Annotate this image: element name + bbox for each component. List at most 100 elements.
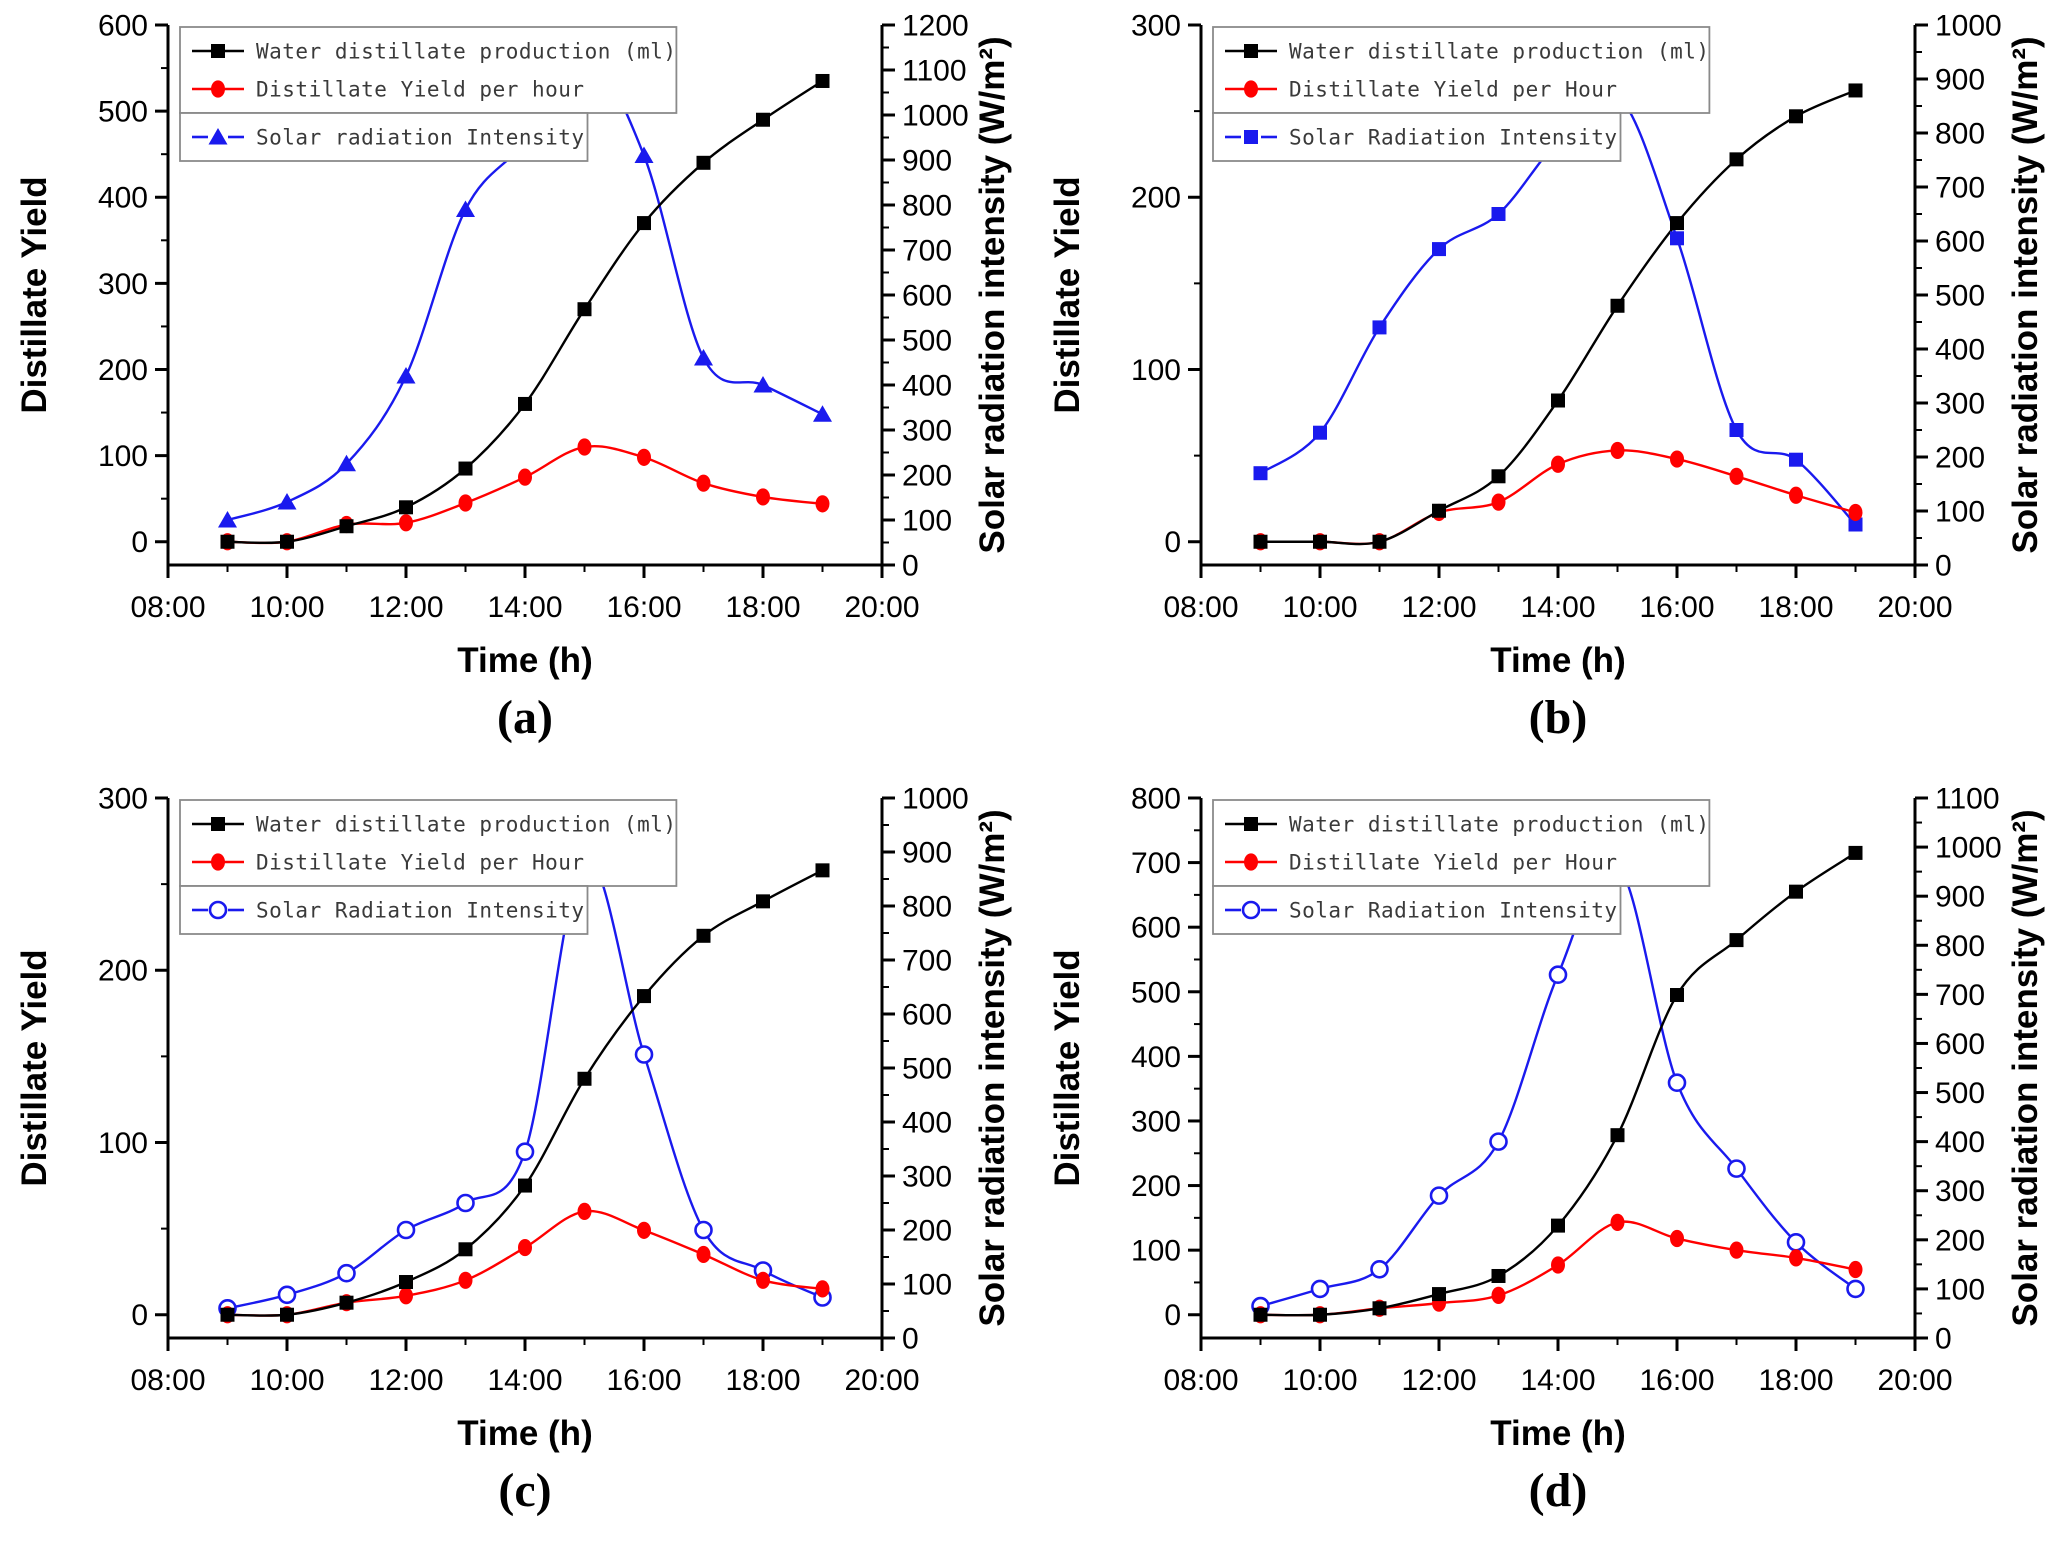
legend-marker bbox=[211, 853, 225, 871]
data-point bbox=[399, 1287, 413, 1305]
x-axis-tick-label: 12:00 bbox=[368, 591, 443, 624]
legend-marker bbox=[211, 817, 225, 831]
right-axis-tick-label: 1100 bbox=[1935, 783, 2000, 816]
left-axis-title: Distillate Yield bbox=[15, 949, 54, 1186]
legend-box-1 bbox=[179, 799, 678, 887]
left-axis-tick-label: 300 bbox=[98, 783, 148, 816]
legend-marker bbox=[211, 44, 225, 58]
data-point bbox=[515, 1142, 535, 1162]
right-axis-tick-label: 100 bbox=[1935, 1273, 1985, 1306]
data-point bbox=[1313, 425, 1327, 440]
legend-box-1 bbox=[1212, 799, 1711, 887]
data-point bbox=[1846, 1279, 1865, 1299]
legend-label: Distillate Yield per hour bbox=[256, 77, 585, 101]
right-axis-tick-label: 100 bbox=[902, 1269, 952, 1302]
x-axis-tick-label: 20:00 bbox=[844, 1364, 919, 1397]
right-axis-tick-label: 700 bbox=[902, 945, 952, 978]
x-axis-tick-label: 10:00 bbox=[1282, 1364, 1357, 1397]
panel-b: 0 100 200 300 0 100 200 300 400 500 600 700 800 900 10… bbox=[1033, 0, 2066, 773]
x-axis-tick-label: 16:00 bbox=[1639, 591, 1714, 624]
right-axis-tick-label: 700 bbox=[902, 235, 952, 268]
legend-label: Water distillate production (ml) bbox=[1289, 812, 1710, 836]
legend-label: Solar Radiation Intensity bbox=[256, 898, 585, 922]
left-axis-tick-label: 500 bbox=[1131, 976, 1181, 1009]
right-axis-tick-label: 800 bbox=[1935, 118, 1985, 151]
data-point bbox=[1370, 1259, 1389, 1279]
left-axis-tick-label: 200 bbox=[1131, 1170, 1181, 1203]
left-axis-tick-label: 0 bbox=[1164, 526, 1181, 559]
right-axis-tick-label: 500 bbox=[902, 1053, 952, 1086]
panel-d-chart: 0 100 200 300 400 500 600 700 800 0 100 200 300 400 50… bbox=[1033, 773, 2066, 1546]
panel-a: 0 100 200 300 400 500 600 0 100 200 300 400 500 600 70… bbox=[0, 0, 1033, 773]
data-point bbox=[399, 1275, 413, 1290]
x-axis-title: Time (h) bbox=[1490, 641, 1625, 680]
left-axis-tick-label: 300 bbox=[98, 268, 148, 301]
right-axis-tick-label: 800 bbox=[1935, 930, 1985, 963]
x-axis-tick-label: 18:00 bbox=[725, 591, 800, 624]
x-axis-tick-label: 10:00 bbox=[249, 591, 324, 624]
data-point bbox=[1372, 320, 1387, 335]
legend-label: Solar Radiation Intensity bbox=[1289, 898, 1618, 922]
data-point bbox=[1786, 1232, 1806, 1252]
data-point bbox=[1551, 1256, 1565, 1274]
right-axis-tick-label: 700 bbox=[1935, 172, 1985, 205]
right-axis-tick-label: 300 bbox=[1935, 388, 1985, 421]
data-point bbox=[756, 1271, 770, 1289]
left-axis-tick-label: 200 bbox=[98, 354, 148, 387]
x-axis-tick-label: 16:00 bbox=[606, 591, 681, 624]
right-axis-tick-label: 300 bbox=[902, 415, 952, 448]
data-point bbox=[1729, 423, 1744, 437]
data-point bbox=[694, 349, 713, 366]
left-axis-tick-label: 0 bbox=[131, 1299, 148, 1332]
data-point bbox=[753, 376, 773, 393]
right-axis-tick-label: 1100 bbox=[902, 55, 967, 88]
left-axis-tick-label: 500 bbox=[98, 96, 148, 129]
data-point bbox=[280, 534, 294, 549]
panel-letter: (a) bbox=[497, 691, 553, 744]
left-axis-title: Distillate Yield bbox=[1048, 176, 1087, 413]
data-point bbox=[277, 1285, 297, 1305]
right-axis-title: Solar radiation intensity (W/m²) bbox=[2006, 809, 2045, 1326]
data-point bbox=[1253, 466, 1268, 481]
left-axis-title: Distillate Yield bbox=[1048, 949, 1087, 1186]
data-point bbox=[339, 519, 354, 534]
left-axis-tick-label: 0 bbox=[1164, 1299, 1181, 1332]
right-axis-tick-label: 200 bbox=[902, 1215, 952, 1248]
data-point bbox=[1729, 152, 1744, 167]
data-point bbox=[634, 1045, 654, 1064]
x-axis-title: Time (h) bbox=[457, 1414, 592, 1453]
data-point bbox=[694, 1220, 713, 1240]
data-point bbox=[1848, 845, 1863, 860]
legend-box-2 bbox=[179, 885, 589, 935]
data-point bbox=[1491, 1268, 1506, 1283]
data-point bbox=[1670, 1229, 1684, 1248]
legend-marker bbox=[1244, 130, 1258, 144]
x-axis-title: Time (h) bbox=[457, 641, 592, 680]
data-point bbox=[696, 155, 711, 170]
data-point bbox=[1610, 1213, 1625, 1231]
data-point bbox=[1432, 1287, 1446, 1302]
left-axis-tick-label: 0 bbox=[131, 526, 148, 559]
data-point bbox=[756, 112, 770, 127]
x-axis-tick-label: 14:00 bbox=[1520, 1364, 1595, 1397]
data-point bbox=[1372, 1301, 1387, 1316]
right-axis-tick-label: 400 bbox=[1935, 334, 1985, 367]
x-axis-tick-label: 16:00 bbox=[1639, 1364, 1714, 1397]
legend-label: Water distillate production (ml) bbox=[1289, 39, 1710, 63]
data-point bbox=[634, 146, 654, 163]
legend-marker bbox=[211, 80, 225, 98]
left-axis-tick-label: 300 bbox=[1131, 1105, 1181, 1138]
left-axis-tick-label: 600 bbox=[98, 10, 148, 43]
right-axis-title: Solar radiation intensity (W/m²) bbox=[2006, 36, 2045, 553]
legend-box-2 bbox=[1212, 112, 1622, 162]
data-point bbox=[1491, 493, 1506, 511]
legend-label: Distillate Yield per Hour bbox=[1289, 77, 1618, 101]
data-point bbox=[1670, 216, 1684, 231]
left-axis-tick-label: 400 bbox=[1131, 1041, 1181, 1074]
data-point bbox=[518, 1178, 532, 1193]
right-axis-tick-label: 1000 bbox=[1935, 832, 2002, 865]
legend-box-2 bbox=[179, 112, 589, 162]
data-point bbox=[637, 216, 651, 231]
data-point bbox=[1789, 1249, 1803, 1267]
data-point bbox=[1610, 441, 1625, 460]
